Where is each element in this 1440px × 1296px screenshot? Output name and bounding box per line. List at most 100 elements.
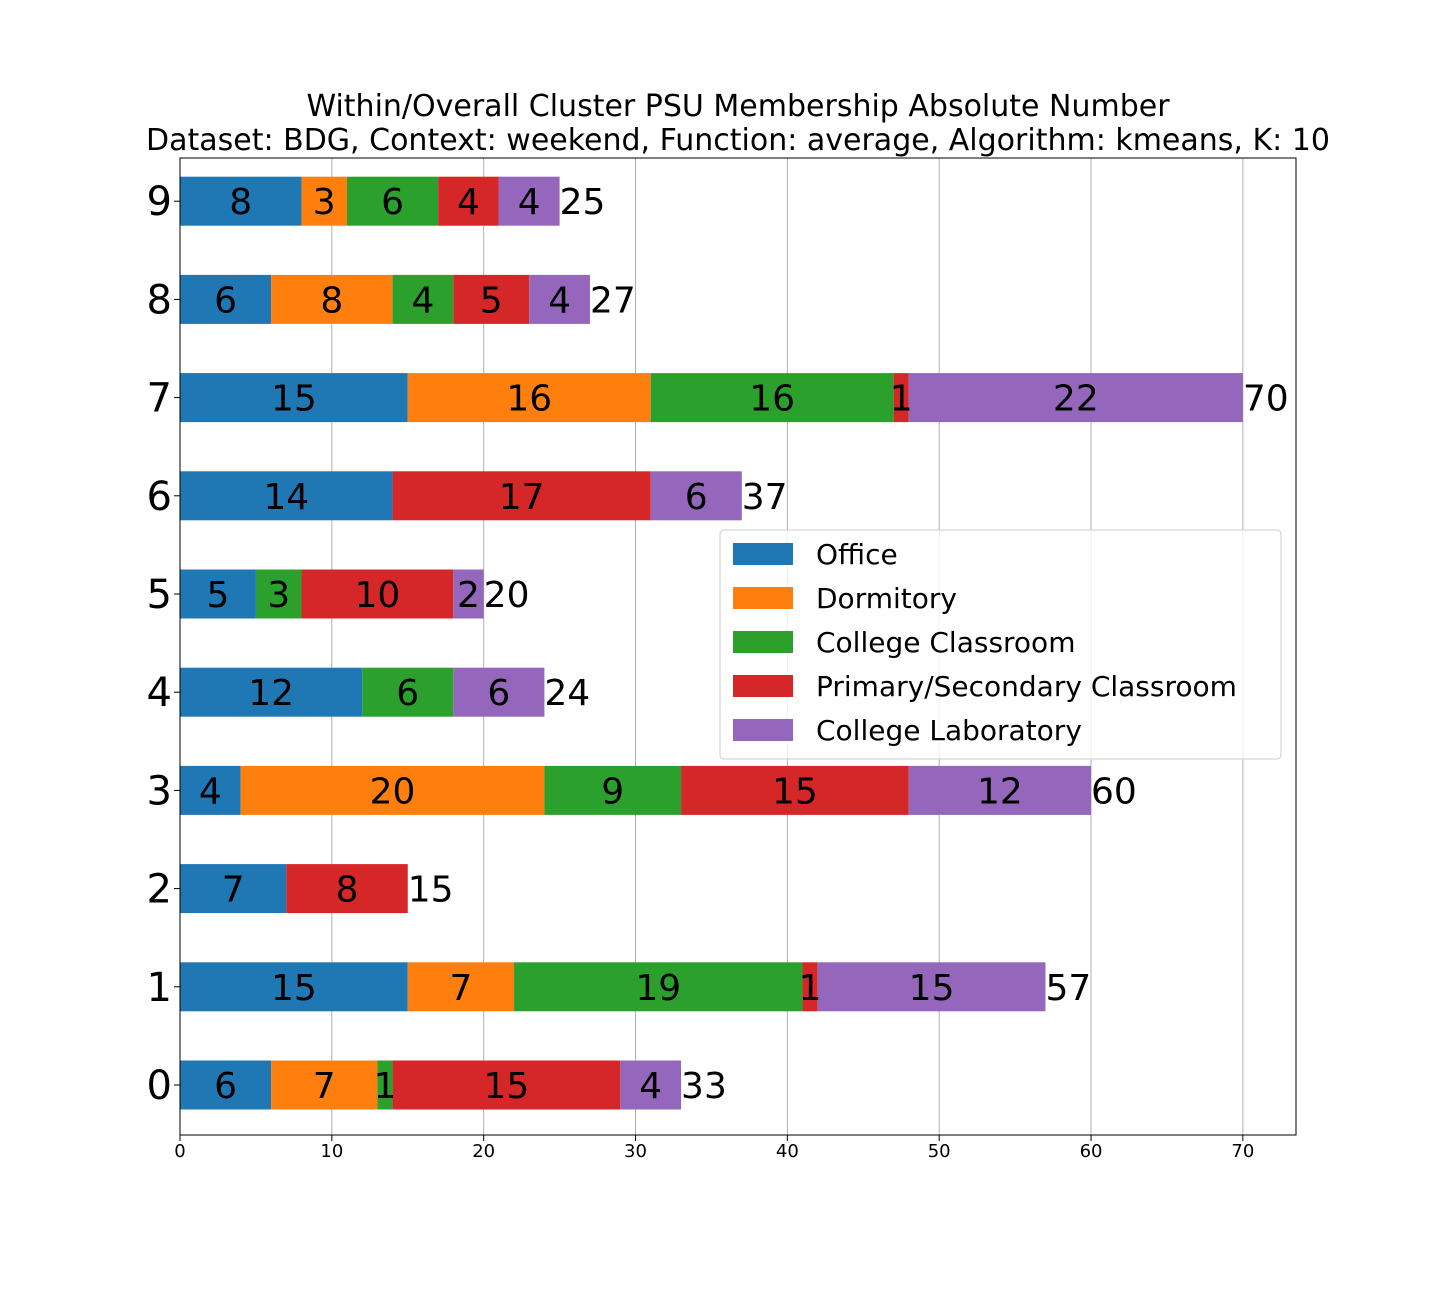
chart-title: Within/Overall Cluster PSU Membership Ab… xyxy=(306,89,1170,124)
bar-segment-9-3 xyxy=(438,176,499,226)
bar-segment-9-2 xyxy=(347,176,439,226)
bar-segment-8-3 xyxy=(453,274,530,324)
legend: Office Dormitory College Classroom Primary/… xyxy=(719,529,1282,760)
legend-label-2: College Classroom xyxy=(816,626,1075,659)
segment-label-1-1: 7 xyxy=(449,968,472,1009)
segment-label-6-3: 17 xyxy=(499,477,545,518)
legend-swatch-1 xyxy=(733,587,793,609)
total-label-2: 15 xyxy=(408,870,454,911)
total-label-3: 60 xyxy=(1091,771,1137,812)
segment-label-1-3: 1 xyxy=(799,968,822,1009)
bar-segment-3-2 xyxy=(544,765,682,815)
total-label-0: 33 xyxy=(681,1066,727,1107)
segment-label-3-3: 15 xyxy=(772,771,818,812)
segment-label-7-0: 15 xyxy=(271,379,317,420)
bar-segment-7-4 xyxy=(908,373,1243,423)
segment-label-4-0: 12 xyxy=(248,673,294,714)
bar-segment-5-4 xyxy=(453,569,484,619)
total-label-4: 24 xyxy=(544,673,590,714)
plot-frame xyxy=(179,157,1297,1136)
x-tick-label-20: 20 xyxy=(472,1141,495,1162)
x-tick-label-60: 60 xyxy=(1080,1141,1103,1162)
x-tick-label-30: 30 xyxy=(624,1141,647,1162)
bar-segment-3-4 xyxy=(908,765,1092,815)
bar-segment-4-2 xyxy=(362,667,454,717)
legend-swatch-4 xyxy=(733,719,793,741)
segment-label-8-1: 8 xyxy=(320,280,343,321)
total-label-6: 37 xyxy=(742,477,788,518)
y-tick-label-9: 9 xyxy=(147,179,172,225)
legend-swatch-0 xyxy=(733,543,793,565)
bar-segment-7-2 xyxy=(650,373,894,423)
bar-segment-0-2 xyxy=(377,1060,393,1110)
x-tick-label-10: 10 xyxy=(320,1141,343,1162)
legend-label-4: College Laboratory xyxy=(816,714,1082,747)
segment-label-7-1: 16 xyxy=(506,379,552,420)
segment-label-8-3: 5 xyxy=(480,280,503,321)
segment-label-0-0: 6 xyxy=(214,1066,237,1107)
x-tick-label-70: 70 xyxy=(1231,1141,1254,1162)
bar-segment-3-1 xyxy=(240,765,545,815)
segment-label-3-2: 9 xyxy=(601,771,624,812)
segment-label-0-3: 15 xyxy=(484,1066,530,1107)
total-label-5: 20 xyxy=(484,575,530,616)
segment-label-7-4: 22 xyxy=(1053,379,1099,420)
bar-segment-1-3 xyxy=(802,962,818,1012)
y-tick-label-3: 3 xyxy=(147,768,172,814)
legend-box xyxy=(719,529,1282,760)
bar-segment-8-1 xyxy=(271,274,393,324)
bar-segment-4-0 xyxy=(180,667,363,717)
segment-label-5-3: 10 xyxy=(354,575,400,616)
segment-label-5-4: 2 xyxy=(457,575,480,616)
bar-segment-7-3 xyxy=(893,373,909,423)
segment-label-8-2: 4 xyxy=(411,280,434,321)
segment-label-7-3: 1 xyxy=(890,379,913,420)
bar-segment-1-0 xyxy=(180,962,408,1012)
bar-segment-8-0 xyxy=(180,274,272,324)
x-tick-label-0: 0 xyxy=(174,1141,185,1162)
bar-segment-6-3 xyxy=(392,471,651,521)
y-tick-label-4: 4 xyxy=(147,670,172,716)
bar-segment-5-3 xyxy=(301,569,454,619)
segment-label-7-2: 16 xyxy=(749,379,795,420)
x-tick-label-40: 40 xyxy=(776,1141,799,1162)
segment-label-3-0: 4 xyxy=(199,771,222,812)
bar-segment-9-4 xyxy=(498,176,560,226)
segment-label-3-1: 20 xyxy=(370,771,416,812)
segment-label-9-3: 4 xyxy=(457,182,480,223)
segment-label-2-0: 7 xyxy=(222,870,245,911)
segment-label-8-0: 6 xyxy=(214,280,237,321)
bar-segment-1-4 xyxy=(817,962,1046,1012)
chart-subtitle: Dataset: BDG, Context: weekend, Function… xyxy=(146,123,1330,158)
segment-label-1-4: 15 xyxy=(909,968,955,1009)
segment-label-4-2: 6 xyxy=(396,673,419,714)
legend-label-3: Primary/Secondary Classroom xyxy=(816,670,1237,703)
bar-segment-1-2 xyxy=(514,962,803,1012)
segment-label-0-1: 7 xyxy=(313,1066,336,1107)
bar-segment-0-0 xyxy=(180,1060,272,1110)
segment-label-6-4: 6 xyxy=(685,477,708,518)
total-label-7: 70 xyxy=(1243,379,1289,420)
segment-label-8-4: 4 xyxy=(548,280,571,321)
bar-segment-7-1 xyxy=(407,373,651,423)
bar-segment-3-0 xyxy=(180,765,241,815)
bar-segment-5-0 xyxy=(180,569,256,619)
bar-segment-3-3 xyxy=(681,765,909,815)
y-tick-label-0: 0 xyxy=(147,1063,172,1109)
segment-label-9-2: 6 xyxy=(381,182,404,223)
total-label-1: 57 xyxy=(1045,968,1091,1009)
legend-label-0: Office xyxy=(816,538,898,571)
bar-segment-4-4 xyxy=(453,667,545,717)
bar-segment-0-1 xyxy=(271,1060,378,1110)
bar-segment-2-3 xyxy=(286,864,408,914)
y-tick-label-7: 7 xyxy=(147,376,172,422)
y-tick-label-2: 2 xyxy=(147,867,172,913)
bar-segment-8-2 xyxy=(392,274,454,324)
bars xyxy=(180,176,1243,1110)
segment-label-0-4: 4 xyxy=(639,1066,662,1107)
total-label-8: 27 xyxy=(590,280,636,321)
